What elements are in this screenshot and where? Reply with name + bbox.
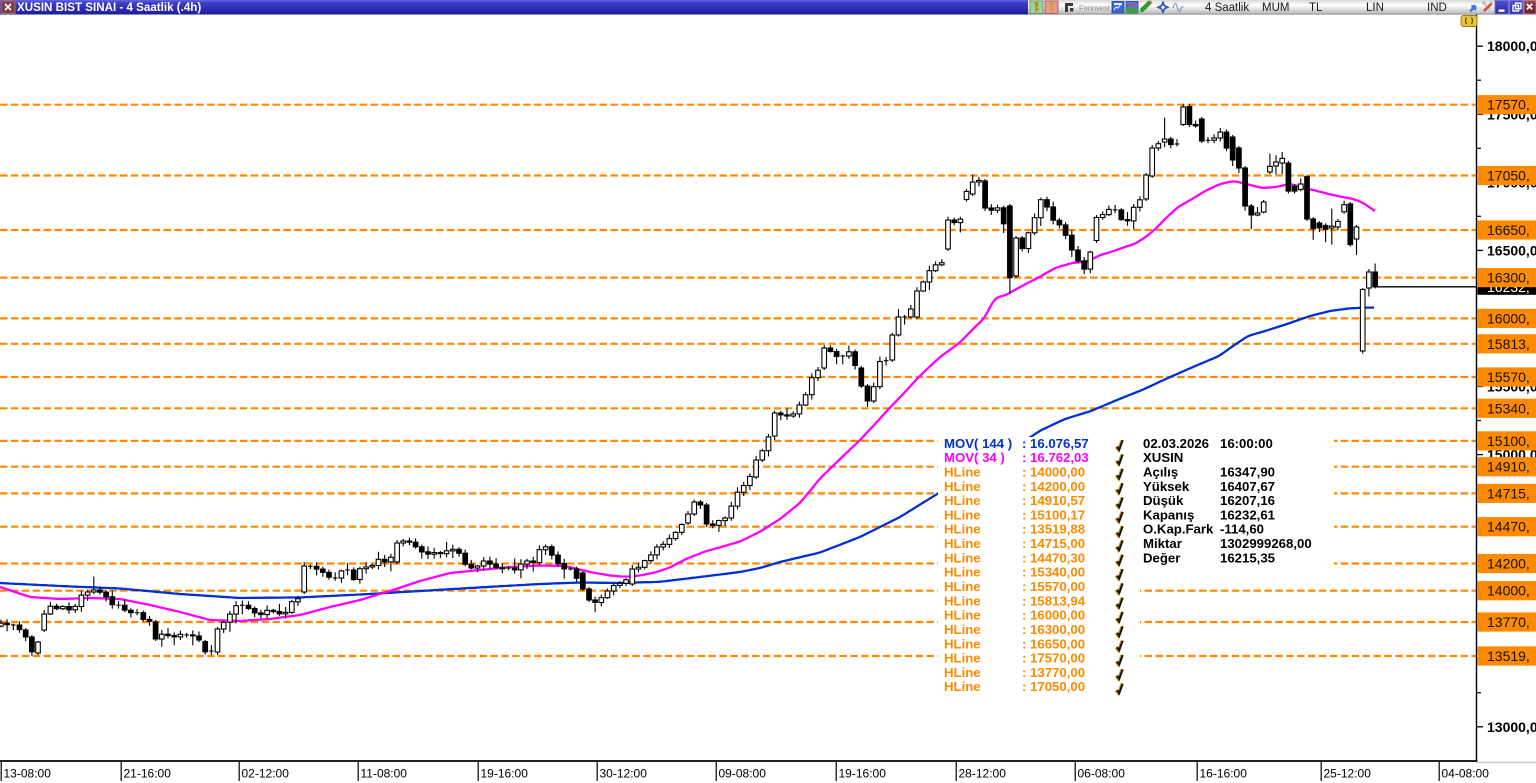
svg-text:16-16:00: 16-16:00	[1200, 767, 1248, 781]
svg-text:MOV( 34 ): MOV( 34 )	[944, 450, 1005, 465]
svg-text:02-12:00: 02-12:00	[242, 767, 290, 781]
svg-text:30-12:00: 30-12:00	[600, 767, 648, 781]
svg-text:25-12:00: 25-12:00	[1324, 767, 1372, 781]
svg-text:18000,0: 18000,0	[1487, 38, 1536, 54]
svg-text:: 15570,00: : 15570,00	[1022, 579, 1085, 594]
svg-text:HLine: HLine	[944, 593, 981, 608]
svg-text:17570,: 17570,	[1487, 97, 1530, 113]
svg-text:04-08:00: 04-08:00	[1442, 767, 1490, 781]
svg-text:14910,: 14910,	[1487, 459, 1530, 475]
svg-text:TL: TL	[1309, 2, 1323, 14]
svg-text:13-08:00: 13-08:00	[4, 767, 52, 781]
svg-text:MOV( 144 ): MOV( 144 )	[944, 436, 1012, 451]
svg-text:28-12:00: 28-12:00	[959, 767, 1007, 781]
svg-text:Değer: Değer	[1143, 550, 1180, 565]
svg-text:: 13770,00: : 13770,00	[1022, 665, 1085, 680]
svg-text:IND: IND	[1427, 2, 1447, 14]
svg-text:19-16:00: 19-16:00	[481, 767, 529, 781]
svg-text:O.Kap.Fark: O.Kap.Fark	[1143, 522, 1214, 537]
svg-text:: 16.076,57: : 16.076,57	[1022, 436, 1089, 451]
svg-text:16232,61: 16232,61	[1220, 507, 1275, 522]
svg-text:14470,: 14470,	[1487, 519, 1530, 535]
svg-text:MUM: MUM	[1262, 2, 1289, 14]
svg-text:13000,0: 13000,0	[1487, 719, 1536, 735]
svg-text:XUSIN: XUSIN	[1143, 450, 1183, 465]
svg-text:HLine: HLine	[944, 507, 981, 522]
svg-text:14200,: 14200,	[1487, 556, 1530, 572]
svg-text:: 14910,57: : 14910,57	[1022, 493, 1085, 508]
svg-text:16207,16: 16207,16	[1220, 493, 1275, 508]
svg-text:: 14715,00: : 14715,00	[1022, 536, 1085, 551]
svg-text:16000,: 16000,	[1487, 310, 1530, 326]
svg-text:: 16.762,03: : 16.762,03	[1022, 450, 1089, 465]
svg-text:16650,: 16650,	[1487, 222, 1530, 238]
svg-text:HLine: HLine	[944, 622, 981, 637]
svg-text:13519,: 13519,	[1487, 648, 1530, 664]
svg-text:: 17570,00: : 17570,00	[1022, 651, 1085, 666]
svg-text:Forinvest: Forinvest	[1079, 4, 1111, 13]
svg-text:Açılış: Açılış	[1143, 464, 1178, 479]
svg-text:16215,35: 16215,35	[1220, 550, 1275, 565]
svg-text:: 15813,94: : 15813,94	[1022, 593, 1086, 608]
svg-text:Kapanış: Kapanış	[1143, 507, 1194, 522]
svg-text:14000,: 14000,	[1487, 583, 1530, 599]
svg-text:1302999268,00: 1302999268,00	[1220, 536, 1312, 551]
svg-text:: 14000,00: : 14000,00	[1022, 464, 1085, 479]
svg-text:HLine: HLine	[944, 608, 981, 623]
svg-text:02.03.2026: 02.03.2026	[1143, 436, 1209, 451]
svg-text:: 16650,00: : 16650,00	[1022, 636, 1085, 651]
svg-text:Düşük: Düşük	[1143, 493, 1184, 508]
svg-text:16:00:00: 16:00:00	[1220, 436, 1273, 451]
svg-text:13770,: 13770,	[1487, 614, 1530, 630]
svg-text:15100,: 15100,	[1487, 433, 1530, 449]
svg-text:HLine: HLine	[944, 536, 981, 551]
svg-text:HLine: HLine	[944, 550, 981, 565]
svg-text:: 15100,17: : 15100,17	[1022, 507, 1085, 522]
svg-text:Miktar: Miktar	[1143, 536, 1182, 551]
svg-text:17050,: 17050,	[1487, 168, 1530, 184]
svg-text:HLine: HLine	[944, 679, 981, 694]
svg-text:HLine: HLine	[944, 565, 981, 580]
svg-text:19-16:00: 19-16:00	[839, 767, 887, 781]
svg-text:16500,0: 16500,0	[1487, 242, 1536, 258]
svg-text:HLine: HLine	[944, 579, 981, 594]
svg-text:HLine: HLine	[944, 464, 981, 479]
svg-text:: 13519,88: : 13519,88	[1022, 522, 1085, 537]
svg-text:09-08:00: 09-08:00	[719, 767, 767, 781]
svg-text:: 16000,00: : 16000,00	[1022, 608, 1085, 623]
svg-text:HLine: HLine	[944, 636, 981, 651]
svg-text:HLine: HLine	[944, 493, 981, 508]
svg-text:4 Saatlik: 4 Saatlik	[1205, 2, 1249, 14]
svg-text:14715,: 14715,	[1487, 485, 1530, 501]
svg-text:21-16:00: 21-16:00	[124, 767, 172, 781]
svg-text:16300,: 16300,	[1487, 270, 1530, 286]
svg-text:15340,: 15340,	[1487, 400, 1530, 416]
svg-text:16407,67: 16407,67	[1220, 479, 1275, 494]
svg-text:11-08:00: 11-08:00	[361, 767, 408, 781]
svg-text:: 17050,00: : 17050,00	[1022, 679, 1085, 694]
svg-text:HLine: HLine	[944, 479, 981, 494]
svg-text:LIN: LIN	[1366, 2, 1384, 14]
svg-text:16347,90: 16347,90	[1220, 464, 1275, 479]
svg-text:HLine: HLine	[944, 665, 981, 680]
svg-text:: 14200,00: : 14200,00	[1022, 479, 1085, 494]
svg-text:HLine: HLine	[944, 651, 981, 666]
svg-text:15570,: 15570,	[1487, 369, 1530, 385]
svg-text:XUSIN BIST SINAI - 4 Saatlik (: XUSIN BIST SINAI - 4 Saatlik (.4h)	[17, 1, 201, 14]
svg-text:HLine: HLine	[944, 522, 981, 537]
svg-text:Yüksek: Yüksek	[1143, 479, 1190, 494]
svg-text:-114,60: -114,60	[1220, 522, 1264, 537]
svg-text:: 15340,00: : 15340,00	[1022, 565, 1085, 580]
svg-text:: 14470,30: : 14470,30	[1022, 550, 1085, 565]
svg-text:06-08:00: 06-08:00	[1078, 767, 1126, 781]
svg-text:: 16300,00: : 16300,00	[1022, 622, 1085, 637]
svg-text:15813,: 15813,	[1487, 336, 1530, 352]
